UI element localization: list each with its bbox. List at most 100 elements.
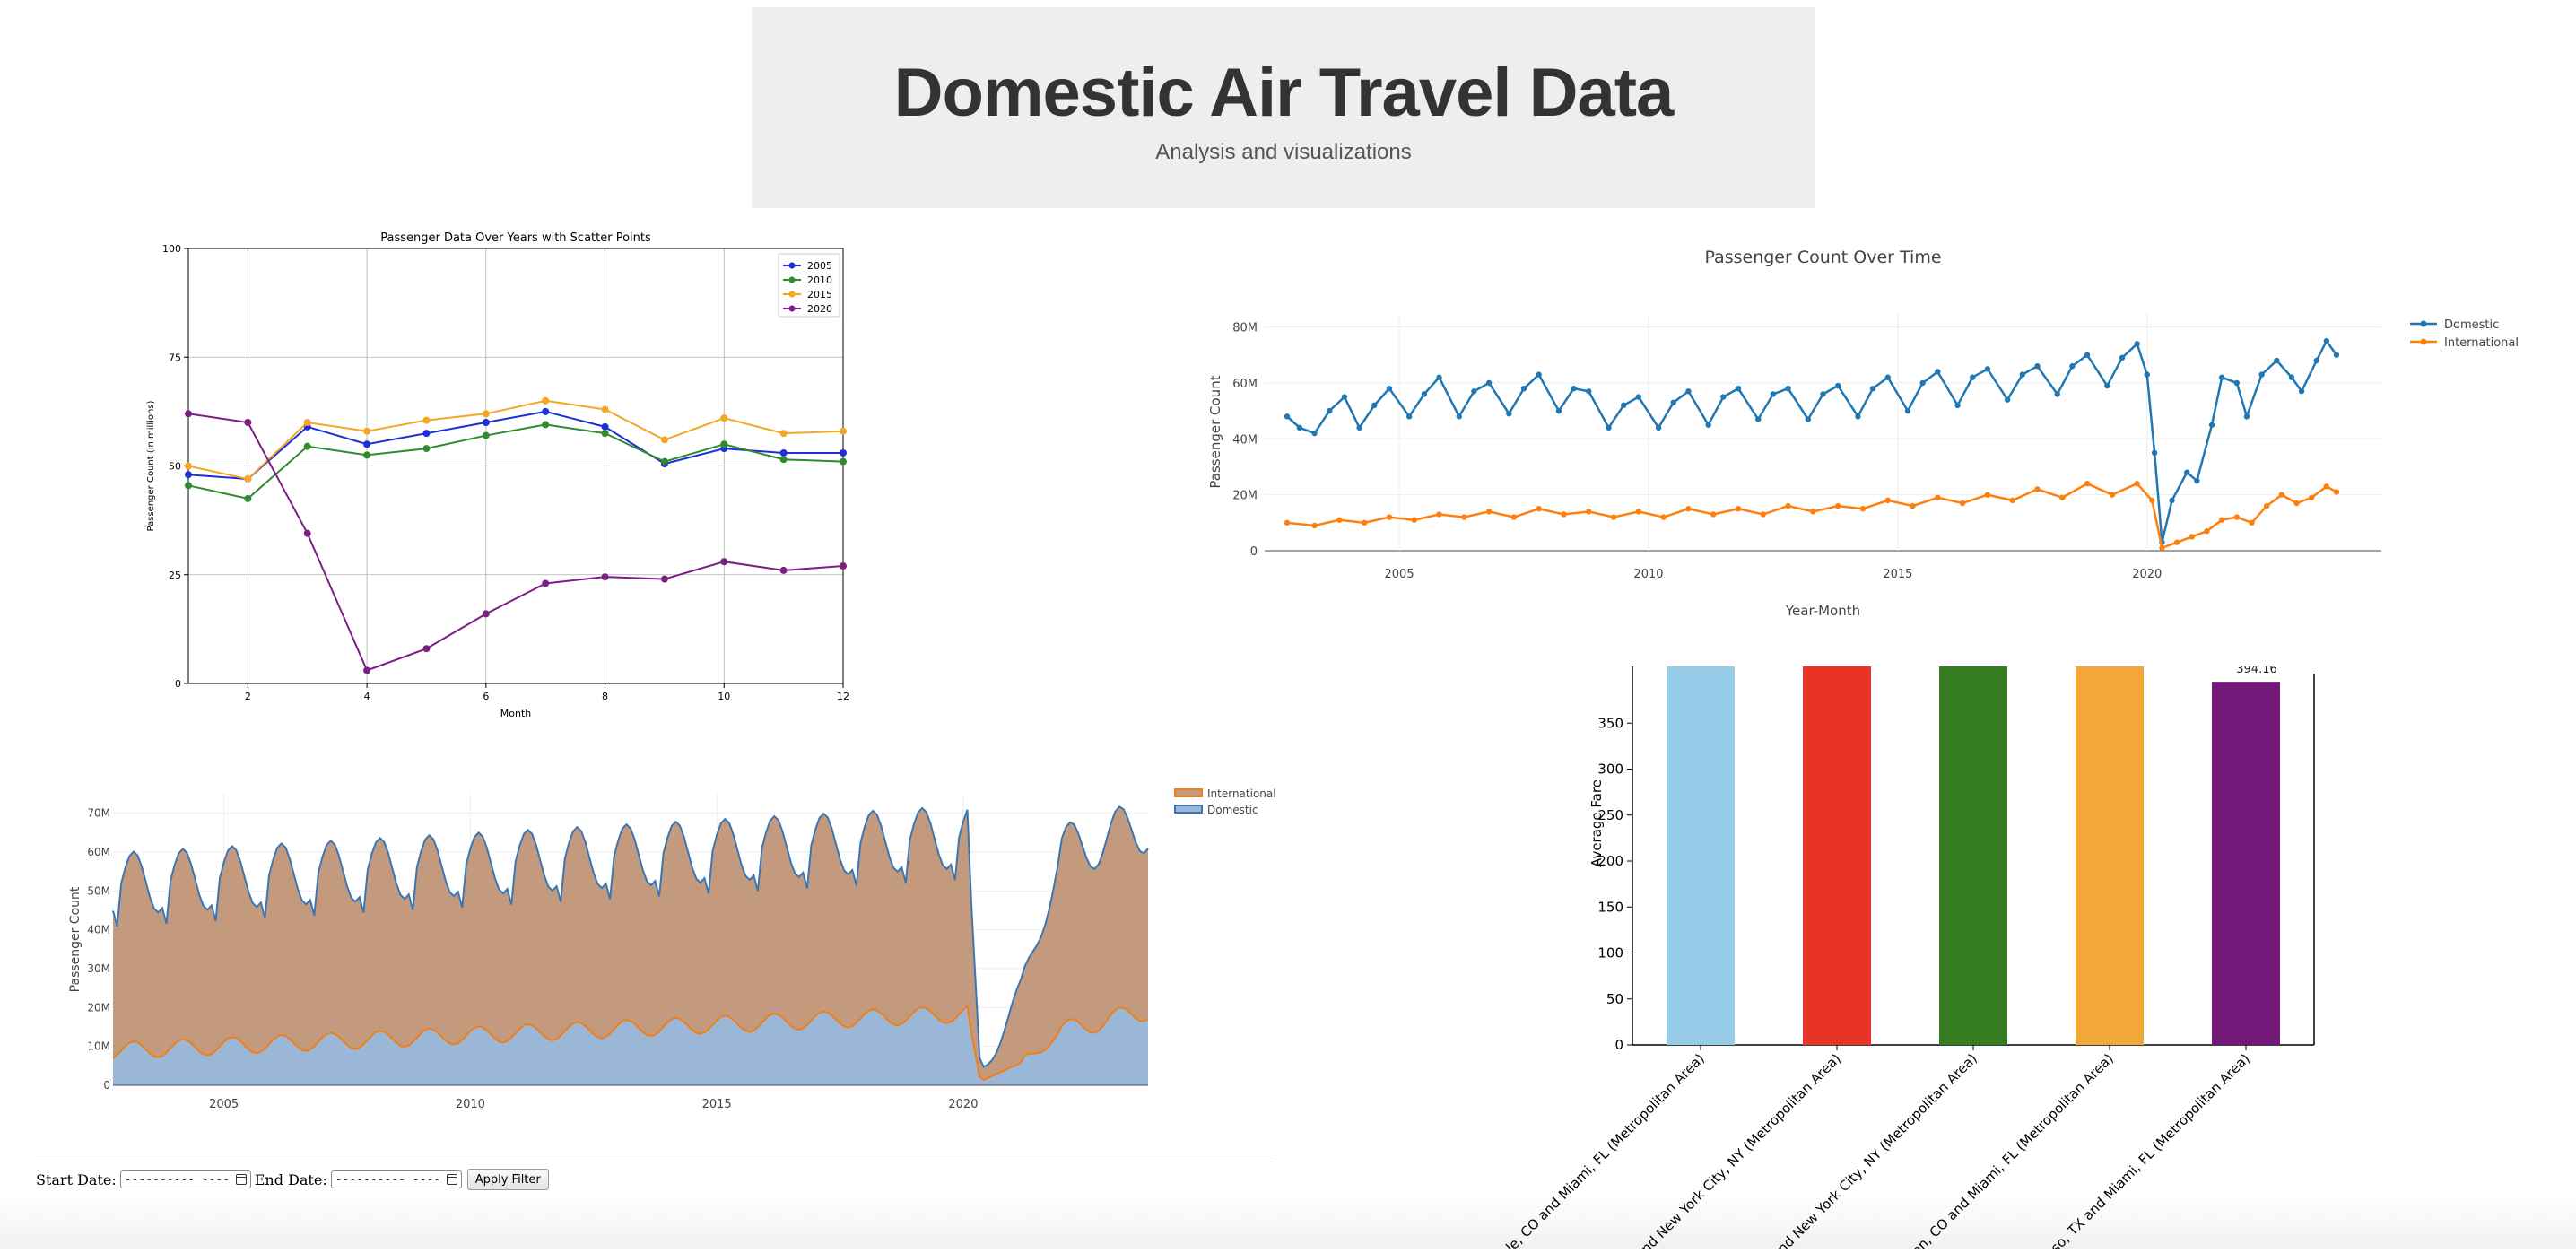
legend-swatch bbox=[1174, 788, 1203, 797]
data-point-Domestic bbox=[2323, 337, 2330, 344]
data-point-International bbox=[1910, 502, 1916, 509]
y-tick-label: 60M bbox=[1232, 378, 1258, 391]
y-tick-label: 70M bbox=[87, 807, 110, 820]
data-point-Domestic bbox=[2218, 374, 2225, 380]
data-point-International bbox=[1586, 509, 1592, 515]
data-point-Domestic bbox=[1327, 407, 1333, 414]
data-point-Domestic bbox=[1485, 379, 1493, 387]
data-point-Domestic bbox=[2054, 391, 2060, 397]
data-point-International bbox=[2084, 480, 2091, 487]
legend-marker bbox=[788, 291, 796, 298]
series-line-Domestic bbox=[1286, 338, 2337, 543]
y-tick-label: 80M bbox=[1232, 322, 1258, 335]
data-point-Domestic bbox=[1869, 385, 1876, 392]
data-point-International bbox=[2293, 500, 2300, 507]
data-point-2010 bbox=[363, 451, 371, 459]
data-point-Domestic bbox=[1571, 385, 1577, 392]
y-tick-label: 25 bbox=[169, 570, 181, 581]
data-point-2010 bbox=[482, 431, 490, 439]
data-point-International bbox=[1510, 514, 1518, 520]
data-point-2015 bbox=[422, 416, 431, 424]
data-point-Domestic bbox=[1805, 416, 1812, 422]
data-point-Domestic bbox=[1670, 399, 1676, 405]
page-subtitle: Analysis and visualizations bbox=[1155, 140, 1412, 164]
data-point-International bbox=[2333, 489, 2340, 495]
data-point-Domestic bbox=[1421, 391, 1428, 397]
data-point-Domestic bbox=[2004, 396, 2011, 403]
data-point-Domestic bbox=[2274, 357, 2280, 364]
date-filter-bar: Start Date: ---------- ---- End Date: --… bbox=[36, 1162, 1274, 1193]
data-point-Domestic bbox=[2233, 379, 2241, 387]
data-point-International bbox=[1710, 511, 1717, 518]
data-point-International bbox=[2034, 486, 2041, 492]
apply-filter-button[interactable]: Apply Filter bbox=[466, 1169, 549, 1190]
calendar-icon[interactable] bbox=[446, 1174, 457, 1185]
data-point-Domestic bbox=[1855, 413, 1861, 420]
data-point-2020 bbox=[720, 558, 728, 566]
data-point-2015 bbox=[720, 414, 728, 422]
data-point-Domestic bbox=[1820, 391, 1826, 397]
y-tick-label: 0 bbox=[1614, 1037, 1623, 1053]
data-point-International bbox=[1411, 517, 1417, 523]
legend-swatch bbox=[1174, 805, 1203, 814]
y-axis-label: Passenger Count bbox=[1207, 375, 1223, 488]
data-point-International bbox=[1760, 511, 1767, 518]
data-point-2020 bbox=[779, 566, 788, 574]
data-point-2015 bbox=[185, 462, 192, 470]
data-point-2010 bbox=[542, 421, 550, 429]
area-international bbox=[113, 806, 1148, 1080]
bar bbox=[2212, 682, 2280, 1045]
y-tick-label: 300 bbox=[1597, 761, 1623, 778]
end-date-input[interactable]: ---------- ---- bbox=[330, 1170, 462, 1188]
data-point-2005 bbox=[422, 430, 431, 438]
data-point-2005 bbox=[363, 440, 371, 448]
x-tick-label: 2015 bbox=[702, 1098, 732, 1111]
data-point-Domestic bbox=[2119, 354, 2126, 361]
data-point-Domestic bbox=[1506, 411, 1512, 417]
data-point-Domestic bbox=[1371, 402, 1378, 409]
data-point-International bbox=[2159, 544, 2165, 552]
x-tick-label: 2020 bbox=[2132, 568, 2162, 581]
data-point-2015 bbox=[601, 405, 609, 413]
clip-top bbox=[1489, 659, 2350, 666]
y-tick-label: 10M bbox=[87, 1040, 110, 1053]
data-point-2005 bbox=[601, 422, 609, 431]
data-point-International bbox=[1785, 502, 1791, 509]
y-tick-label: 40M bbox=[87, 924, 110, 936]
start-date-input[interactable]: ---------- ---- bbox=[119, 1170, 251, 1188]
legend-label: 2005 bbox=[807, 260, 832, 272]
data-point-Domestic bbox=[2288, 374, 2295, 380]
data-point-2015 bbox=[779, 430, 788, 438]
data-point-Domestic bbox=[2313, 357, 2319, 364]
data-point-International bbox=[1810, 509, 1816, 515]
data-point-Domestic bbox=[1635, 394, 1642, 400]
data-point-Domestic bbox=[1356, 424, 1362, 431]
data-point-International bbox=[2204, 527, 2210, 535]
monthly-passenger-chart-svg: Passenger Data Over Years with Scatter P… bbox=[146, 231, 849, 719]
data-point-Domestic bbox=[1296, 424, 1303, 431]
data-point-2010 bbox=[422, 445, 431, 453]
data-point-Domestic bbox=[1520, 385, 1527, 392]
calendar-icon[interactable] bbox=[235, 1174, 247, 1185]
x-tick-label: 2010 bbox=[1633, 568, 1663, 581]
data-point-2005 bbox=[482, 419, 490, 426]
data-point-2015 bbox=[244, 475, 252, 483]
y-tick-label: 40M bbox=[1232, 433, 1258, 447]
data-point-Domestic bbox=[1785, 385, 1791, 392]
end-date-value: ---------- ---- bbox=[335, 1172, 441, 1187]
data-point-International bbox=[1386, 514, 1393, 520]
bar bbox=[1667, 666, 1735, 1045]
data-point-Domestic bbox=[1935, 369, 1941, 375]
end-date-label: End Date: bbox=[254, 1170, 327, 1188]
data-point-2020 bbox=[542, 579, 550, 587]
data-point-International bbox=[2278, 492, 2285, 498]
x-tick-label: 2005 bbox=[1385, 568, 1414, 581]
data-point-Domestic bbox=[2208, 422, 2215, 428]
data-point-International bbox=[2189, 534, 2195, 540]
data-point-International bbox=[2218, 517, 2225, 523]
data-point-Domestic bbox=[1586, 388, 1592, 395]
data-point-Domestic bbox=[1456, 413, 1462, 420]
monthly-passenger-chart: Passenger Data Over Years with Scatter P… bbox=[135, 229, 852, 727]
data-point-Domestic bbox=[1984, 366, 1991, 372]
data-point-Domestic bbox=[1919, 379, 1926, 387]
